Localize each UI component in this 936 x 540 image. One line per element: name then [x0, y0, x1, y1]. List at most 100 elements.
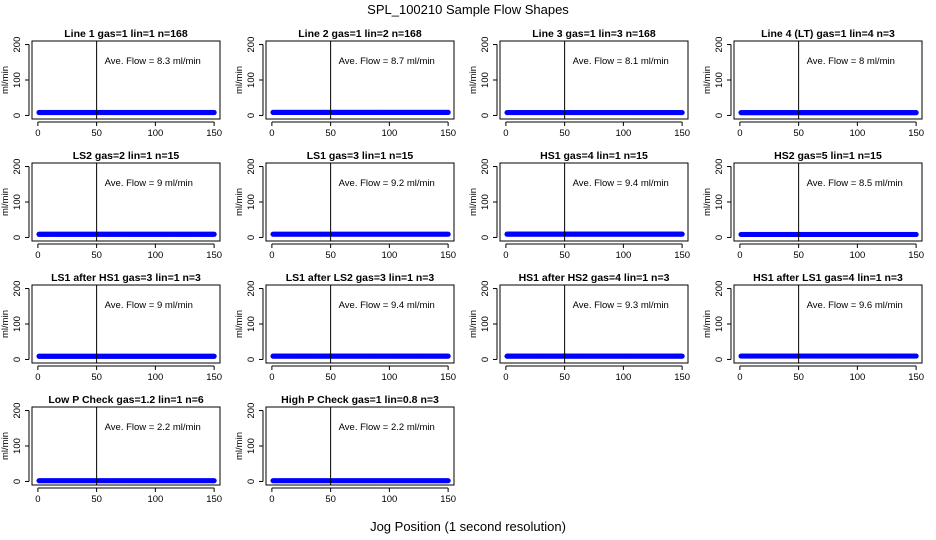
data-points — [504, 109, 685, 116]
panel-11: HS1 after HS2 gas=4 lin=1 n=3 0 50 100 150 0 1… — [468, 272, 690, 383]
data-point — [913, 110, 919, 116]
x-tick-label: 50 — [91, 494, 102, 505]
x-tick-label: 0 — [269, 494, 274, 505]
x-tick-label: 100 — [849, 372, 865, 383]
x-tick-label: 150 — [440, 250, 456, 261]
x-tick-label: 100 — [147, 250, 163, 261]
flow-annotation: Ave. Flow = 9 ml/min — [105, 178, 193, 189]
y-axis-label: ml/min — [234, 188, 245, 216]
data-points — [270, 231, 451, 237]
x-tick-label: 0 — [269, 250, 274, 261]
y-axis-label: ml/min — [702, 66, 713, 94]
panel-6: LS1 gas=3 lin=1 n=15 0 50 100 150 0 100 200 ml/m… — [234, 150, 456, 261]
x-tick-label: 100 — [615, 250, 631, 261]
y-tick-label: 100 — [714, 316, 725, 332]
y-axis-label: ml/min — [702, 310, 713, 338]
y-tick-label: 100 — [12, 438, 23, 454]
data-points — [270, 478, 451, 484]
data-point — [913, 353, 919, 359]
y-tick-label: 100 — [480, 316, 491, 332]
x-tick-label: 0 — [35, 128, 40, 139]
flow-annotation: Ave. Flow = 9.4 ml/min — [339, 300, 435, 311]
y-tick-label: 0 — [12, 235, 23, 240]
data-point — [445, 478, 451, 484]
flow-annotation: Ave. Flow = 9.3 ml/min — [573, 300, 669, 311]
y-tick-label: 200 — [246, 403, 257, 419]
figure-title: SPL_100210 Sample Flow Shapes — [367, 2, 569, 17]
y-axis-label: ml/min — [0, 310, 11, 338]
data-points — [738, 110, 919, 116]
y-tick-label: 200 — [714, 37, 725, 53]
x-tick-label: 50 — [325, 128, 336, 139]
plot-frame — [499, 284, 689, 364]
y-tick-label: 100 — [246, 438, 257, 454]
y-tick-label: 200 — [480, 159, 491, 175]
x-tick-label: 50 — [793, 128, 804, 139]
y-axis-label: ml/min — [702, 188, 713, 216]
x-tick-label: 150 — [908, 250, 924, 261]
x-tick-label: 150 — [908, 372, 924, 383]
x-tick-label: 100 — [381, 250, 397, 261]
y-tick-label: 200 — [12, 403, 23, 419]
data-point — [211, 109, 217, 116]
y-tick-label: 0 — [246, 479, 257, 484]
data-point — [679, 109, 685, 116]
flow-annotation: Ave. Flow = 8.1 ml/min — [573, 56, 669, 67]
y-tick-label: 100 — [246, 194, 257, 210]
plot-frame — [265, 284, 455, 364]
x-tick-label: 150 — [206, 372, 222, 383]
y-axis-label: ml/min — [234, 432, 245, 460]
y-tick-label: 100 — [480, 72, 491, 88]
panel-10: LS1 after LS2 gas=3 lin=1 n=3 0 50 100 150 0 1… — [234, 272, 456, 383]
x-tick-label: 50 — [325, 250, 336, 261]
data-points — [36, 231, 217, 237]
x-tick-label: 0 — [737, 250, 742, 261]
y-tick-label: 100 — [12, 316, 23, 332]
y-tick-label: 200 — [246, 37, 257, 53]
data-points — [36, 109, 217, 116]
x-tick-label: 100 — [849, 128, 865, 139]
y-tick-label: 200 — [12, 281, 23, 297]
y-tick-label: 0 — [12, 357, 23, 362]
panel-1: Line 1 gas=1 lin=1 n=168 0 50 100 150 0 100 200… — [0, 28, 222, 139]
data-point — [211, 353, 217, 359]
y-tick-label: 100 — [714, 194, 725, 210]
y-tick-label: 100 — [12, 194, 23, 210]
panel-13: Low P Check gas=1.2 lin=1 n=6 0 50 100 150 0 1… — [0, 394, 222, 505]
flow-annotation: Ave. Flow = 9 ml/min — [105, 300, 193, 311]
flow-annotation: Ave. Flow = 8.7 ml/min — [339, 56, 435, 67]
y-tick-label: 0 — [246, 235, 257, 240]
x-tick-label: 0 — [35, 494, 40, 505]
y-tick-label: 100 — [246, 72, 257, 88]
panel-title: Line 1 gas=1 lin=1 n=168 — [64, 28, 188, 40]
y-tick-label: 200 — [246, 281, 257, 297]
panel-5: LS2 gas=2 lin=1 n=15 0 50 100 150 0 100 200 ml/m… — [0, 150, 222, 261]
panel-title: HS1 gas=4 lin=1 n=15 — [540, 150, 648, 162]
data-points — [270, 109, 451, 115]
x-tick-label: 150 — [674, 250, 690, 261]
plot-frame — [265, 162, 455, 242]
plot-frame — [499, 40, 689, 120]
y-tick-label: 100 — [12, 72, 23, 88]
y-tick-label: 200 — [12, 159, 23, 175]
panels: Line 1 gas=1 lin=1 n=168 0 50 100 150 0 100 200… — [0, 28, 924, 505]
panel-12: HS1 after LS1 gas=4 lin=1 n=3 0 50 100 150 0 1… — [702, 272, 924, 383]
x-tick-label: 0 — [269, 372, 274, 383]
y-tick-label: 200 — [480, 37, 491, 53]
x-tick-label: 150 — [206, 494, 222, 505]
x-tick-label: 100 — [147, 128, 163, 139]
data-point — [913, 231, 919, 238]
panel-8: HS2 gas=5 lin=1 n=15 0 50 100 150 0 100 200 ml/m… — [702, 150, 924, 261]
data-point — [445, 109, 451, 115]
flow-annotation: Ave. Flow = 8.3 ml/min — [105, 56, 201, 67]
x-tick-label: 150 — [440, 128, 456, 139]
plot-frame — [31, 40, 221, 120]
plot-frame — [31, 406, 221, 486]
y-tick-label: 0 — [714, 235, 725, 240]
plot-frame — [31, 162, 221, 242]
figure-xlabel: Jog Position (1 second resolution) — [370, 519, 566, 534]
y-axis-label: ml/min — [468, 66, 479, 94]
data-points — [270, 353, 451, 359]
data-points — [504, 353, 685, 359]
